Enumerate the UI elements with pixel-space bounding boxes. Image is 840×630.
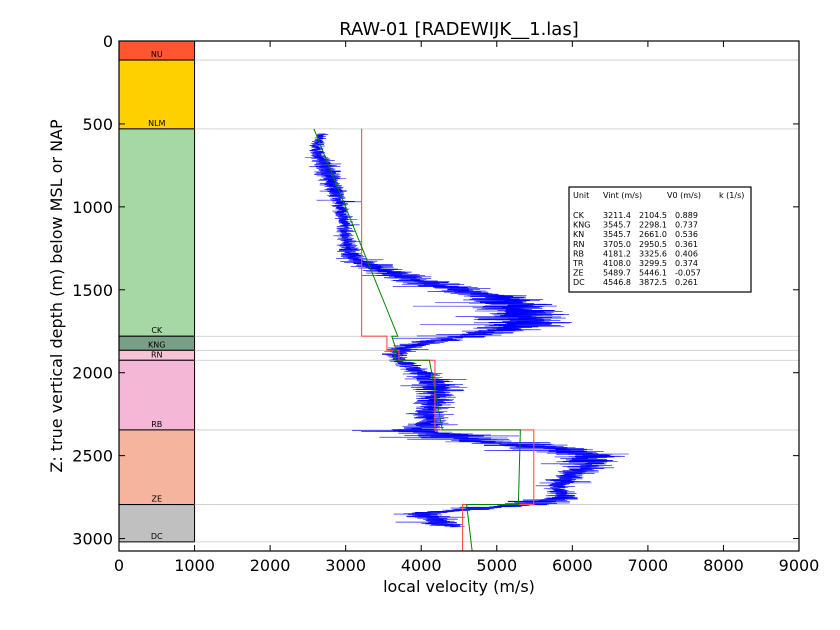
legend-header-0: Unit [573,191,589,200]
legend-header-3: k (1/s) [719,191,744,200]
x-tick-label-0: 0 [114,556,124,575]
strat-label-rb: RB [151,420,162,429]
y-tick-label-0: 0 [103,32,113,51]
legend-cell-6-3: -0.057 [675,269,701,278]
x-tick-label-6000: 6000 [552,556,593,575]
legend-header-2: V0 (m/s) [667,191,701,200]
velocity-legend: Unit Vint (m/s) V0 (m/s) k (1/s) CK 3211.4 210… [568,186,752,293]
plot-frame [118,40,800,552]
legend-cell-5-3: 0.374 [675,259,698,268]
strat-label-nlm: NLM [148,119,165,128]
strat-label-ck: CK [151,326,163,335]
x-tick-label-7000: 7000 [628,556,669,575]
x-tick-label-2000: 2000 [250,556,291,575]
y-tick-label-3000: 3000 [72,530,113,549]
legend-box [568,186,752,293]
strat-unit-ck [118,128,196,337]
legend-cell-3-0: RN [573,240,585,249]
legend-cell-2-3: 0.536 [675,230,698,239]
legend-cell-0-2: 2104.5 [639,211,667,220]
legend-cell-4-2: 3325.6 [639,249,667,258]
strat-label-kng: KNG [148,340,165,349]
legend-cell-5-2: 3299.5 [639,259,667,268]
y-axis-label: Z: true vertical depth (m) below MSL or … [47,119,66,473]
legend-cell-2-0: KN [573,230,584,239]
strat-unit-ze [118,429,196,506]
legend-cell-1-3: 0.737 [675,221,698,230]
legend-cell-2-2: 2661.0 [639,230,667,239]
legend-header-1: Vint (m/s) [603,191,642,200]
linear-model-line [313,128,521,552]
legend-cell-4-3: 0.406 [675,249,698,258]
legend-cell-7-3: 0.261 [675,278,698,287]
legend-cell-6-0: ZE [573,269,584,278]
y-tick-label-500: 500 [82,115,113,134]
strat-label-dc: DC [151,532,163,541]
legend-cell-1-2: 2298.1 [639,221,667,230]
legend-cell-6-1: 5489.7 [603,269,631,278]
legend-cell-3-2: 2950.5 [639,240,667,249]
y-tick-label-2500: 2500 [72,447,113,466]
legend-cell-7-0: DC [573,278,585,287]
strat-label-ze: ZE [152,495,163,504]
linear-model-layer [313,128,521,552]
x-tick-label-1000: 1000 [174,556,215,575]
legend-cell-0-0: CK [573,211,585,220]
legend-cell-7-1: 4546.8 [603,278,631,287]
legend-cell-6-2: 5446.1 [639,269,667,278]
legend-cell-5-1: 4108.0 [603,259,631,268]
x-tick-label-9000: 9000 [779,556,820,575]
legend-cell-7-2: 3872.5 [639,278,667,287]
x-axis-label: local velocity (m/s) [383,577,535,596]
x-axis: 0 1000 2000 3000 4000 5000 6000 7000 8000 9000 [114,41,819,575]
legend-cell-4-0: RB [573,249,584,258]
log-velocity-line [304,133,629,528]
chart-title: RAW-01 [RADEWIJK__1.las] [339,19,578,40]
x-tick-label-8000: 8000 [703,556,744,575]
x-tick-label-4000: 4000 [401,556,442,575]
legend-cell-3-3: 0.361 [675,240,698,249]
strat-label-rn: RN [151,350,163,359]
legend-cell-2-1: 3545.7 [603,230,631,239]
strat-unit-dc [118,504,196,543]
legend-cell-4-1: 4181.2 [603,249,631,258]
y-tick-label-1500: 1500 [72,281,113,300]
legend-cell-1-0: KNG [573,221,590,230]
legend-cell-0-3: 0.889 [675,211,698,220]
x-tick-label-5000: 5000 [476,556,517,575]
x-tick-label-3000: 3000 [325,556,366,575]
legend-cell-1-1: 3545.7 [603,221,631,230]
y-axis: 0 500 1000 1500 2000 2500 3000 [72,32,799,549]
y-tick-label-2000: 2000 [72,364,113,383]
log-velocity-layer [304,133,629,528]
y-tick-label-1000: 1000 [72,198,113,217]
strat-label-nu: NU [151,50,163,59]
legend-cell-0-1: 3211.4 [603,211,631,220]
legend-cell-5-0: TR [572,259,584,268]
legend-cell-3-1: 3705.0 [603,240,631,249]
